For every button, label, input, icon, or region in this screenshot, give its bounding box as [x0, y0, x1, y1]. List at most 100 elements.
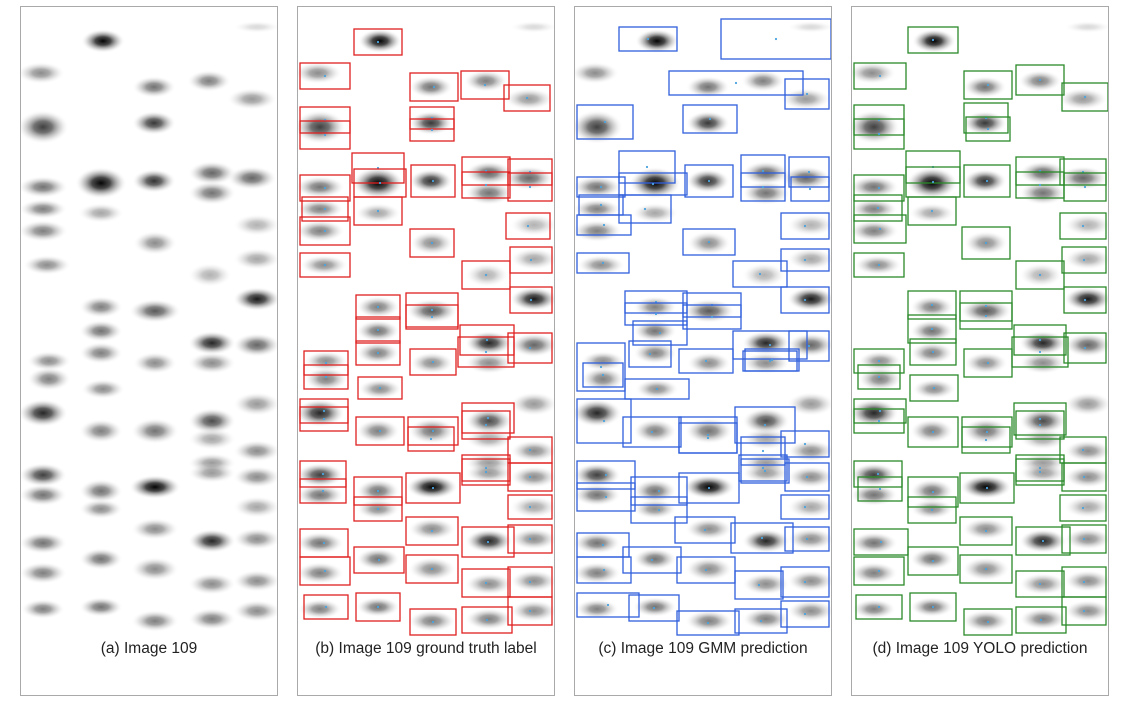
blob: [79, 342, 123, 364]
blob: [1064, 21, 1108, 33]
blob: [1019, 463, 1067, 483]
bounding-box: [853, 252, 905, 278]
bounding-box: [576, 104, 634, 140]
bounding-box: [1061, 524, 1107, 554]
box-center: [485, 338, 489, 342]
bounding-box: [853, 174, 905, 202]
box-center: [984, 529, 988, 533]
box-center: [774, 37, 778, 41]
blob: [233, 528, 277, 550]
bounding-box: [907, 496, 957, 524]
box-center: [484, 581, 488, 585]
blob: [356, 548, 400, 570]
bounding-box: [630, 476, 688, 506]
bounding-box: [853, 556, 905, 586]
bounding-box: [961, 226, 1011, 260]
blob: [633, 320, 677, 342]
blob: [852, 220, 899, 242]
bounding-box: [780, 430, 830, 458]
box-center: [606, 603, 610, 607]
blob: [233, 214, 277, 236]
bounding-box: [907, 416, 959, 448]
box-center: [432, 85, 436, 89]
bounding-box: [963, 70, 1013, 100]
blob: [852, 599, 896, 619]
bounding-box: [907, 290, 957, 320]
blob: [21, 463, 67, 487]
blob: [962, 518, 1010, 540]
blob: [742, 428, 790, 450]
blob: [632, 203, 678, 223]
blob: [188, 181, 236, 205]
box-center: [323, 229, 327, 233]
box-group: [299, 28, 553, 636]
box-center: [378, 429, 382, 433]
box-center: [323, 74, 327, 78]
bounding-box: [853, 62, 907, 90]
box-center: [761, 185, 765, 189]
bounding-box: [963, 164, 1011, 198]
blob: [510, 248, 554, 270]
bounding-box: [744, 348, 800, 372]
bounding-box: [405, 516, 459, 546]
bounding-box: [507, 158, 553, 186]
blob: [575, 399, 622, 427]
bounding-box: [1061, 246, 1107, 274]
box-center: [528, 609, 532, 613]
blob: [575, 199, 621, 219]
box-center: [803, 298, 807, 302]
blob: [575, 532, 621, 554]
box-center: [603, 120, 607, 124]
box-center: [485, 618, 489, 622]
bounding-box: [351, 152, 405, 184]
bounding-box: [461, 568, 511, 598]
box-center: [986, 620, 990, 624]
box-center: [931, 605, 935, 609]
blob: [787, 528, 831, 550]
box-center: [1038, 466, 1042, 470]
blob: [188, 263, 232, 287]
blob: [575, 62, 619, 84]
bounding-box: [857, 364, 901, 390]
bounding-box: [303, 364, 349, 390]
blob: [852, 532, 898, 554]
bounding-box: [961, 426, 1011, 454]
bounding-box: [853, 214, 907, 244]
box-center: [1039, 618, 1043, 622]
blob: [78, 203, 124, 223]
bounding-box: [507, 332, 553, 364]
box-center: [706, 433, 710, 437]
box-center: [484, 423, 488, 427]
bounding-box: [732, 330, 808, 360]
bounding-box: [909, 338, 957, 366]
blob: [1019, 161, 1067, 185]
box-center: [876, 206, 880, 210]
box-center: [707, 486, 711, 490]
box-center: [484, 470, 488, 474]
box-center: [930, 508, 934, 512]
box-center: [803, 442, 807, 446]
blob: [1019, 331, 1067, 355]
blob: [298, 220, 345, 242]
bounding-box: [678, 348, 734, 374]
blob: [79, 499, 123, 519]
blob: [465, 573, 513, 595]
box-center: [1038, 78, 1042, 82]
box-center: [1081, 224, 1085, 228]
box-center: [803, 224, 807, 228]
bounding-box: [624, 378, 690, 400]
bounding-box: [676, 556, 736, 584]
box-center: [877, 263, 881, 267]
bounding-box: [503, 84, 551, 112]
box-center: [931, 490, 935, 494]
blob: [410, 352, 454, 374]
blob: [852, 463, 898, 487]
blob: [1064, 287, 1108, 311]
box-center: [877, 375, 881, 379]
blob: [1019, 573, 1067, 595]
bounding-box: [780, 248, 830, 272]
blob: [963, 76, 1007, 98]
box-center: [376, 351, 380, 355]
blob: [27, 367, 71, 391]
bounding-box: [780, 212, 830, 240]
